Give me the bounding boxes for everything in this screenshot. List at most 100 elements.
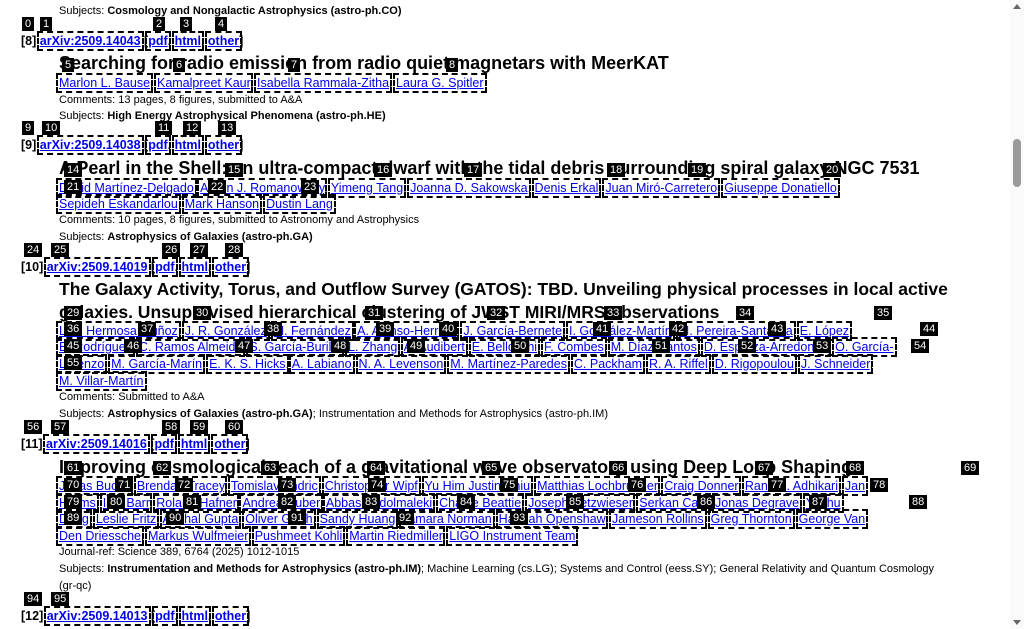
mark-tag: 27 <box>190 243 209 257</box>
author-link[interactable]: Isabella Rammala-Zitha <box>254 73 393 93</box>
paper-title: Searching for radio emission from radio … <box>59 53 669 73</box>
author-link[interactable]: D. Rigopoulou <box>711 354 797 374</box>
mark-tag: 29 <box>64 306 83 320</box>
author-link[interactable]: A. Labiano <box>288 354 355 374</box>
author-link[interactable]: Craig Donner <box>661 476 741 496</box>
html-link[interactable]: html <box>178 257 211 277</box>
author-link[interactable]: George Van <box>795 509 869 529</box>
author-link[interactable]: Den Driessche <box>56 526 144 546</box>
author-link[interactable]: Jameson Rollins <box>608 509 707 529</box>
author-link[interactable]: Matthias Lochbrunner <box>534 476 661 496</box>
other-link[interactable]: other <box>204 135 243 155</box>
author-link[interactable]: Giuseppe Donatiello <box>721 178 840 198</box>
other-link[interactable]: other <box>204 31 243 51</box>
author-link[interactable]: Jonas Degrave <box>712 493 803 513</box>
mark-tag: 14 <box>64 163 83 177</box>
author-link[interactable]: Joanna D. Sakowska <box>407 178 531 198</box>
author-link[interactable]: Leslie Fritz <box>92 509 160 529</box>
author-link[interactable]: D. Esparza-Arredondo <box>700 337 832 357</box>
mark-tag: 89 <box>64 511 83 525</box>
arxiv-id-link[interactable]: arXiv:2509.14043 <box>36 31 144 51</box>
author-link[interactable]: Denis Erkal <box>531 178 602 198</box>
author-link[interactable]: Jan <box>841 476 869 496</box>
author-link[interactable]: Aaron J. Romanowsky <box>197 178 328 198</box>
author-link[interactable]: E. K. S. Hicks <box>206 354 289 374</box>
author-link[interactable]: Tamara Norman <box>399 509 495 529</box>
html-link[interactable]: html <box>171 31 205 51</box>
author-link[interactable]: Greg Thornton <box>707 509 795 529</box>
html-link[interactable]: html <box>178 606 211 626</box>
author-link[interactable]: Charlie Beattie <box>436 493 525 513</box>
author-link[interactable]: L. Zhang <box>345 337 401 357</box>
pdf-link[interactable]: pdf <box>145 31 171 51</box>
author-link[interactable]: M. Pereira-Santaella <box>675 321 796 341</box>
author-link[interactable]: F. Combes <box>541 337 607 357</box>
author-link[interactable]: Sepideh Eskandarlou <box>56 194 181 214</box>
pdf-link[interactable]: pdf <box>152 606 178 626</box>
other-link[interactable]: other <box>211 606 250 626</box>
author-link[interactable]: LIGO Instrument Team <box>446 526 579 546</box>
author-link[interactable]: Martin Riedmiller <box>346 526 446 546</box>
author-link[interactable]: Markus Wulfmeier <box>144 526 251 546</box>
author-link[interactable]: Serkan Cabi <box>636 493 712 513</box>
pdf-link[interactable]: pdf <box>145 135 171 155</box>
html-link[interactable]: html <box>171 135 205 155</box>
entry-index: [12] <box>21 609 44 623</box>
author-link[interactable]: Kamalpreet Kaur <box>153 73 254 93</box>
scroll-up-icon[interactable] <box>1013 4 1021 9</box>
entry-index: [8] <box>21 34 37 48</box>
mark-tag: 93 <box>510 511 529 525</box>
author-link[interactable]: I. González-Martín <box>566 321 675 341</box>
mark-tag: 28 <box>225 243 244 257</box>
arxiv-id-link[interactable]: arXiv:2509.14019 <box>43 257 151 277</box>
arxiv-id-link[interactable]: arXiv:2509.14038 <box>36 135 144 155</box>
pdf-link[interactable]: pdf <box>151 434 177 454</box>
author-link[interactable]: Sandy Huang <box>316 509 399 529</box>
author-link[interactable]: M. Villar-Martín <box>56 371 147 391</box>
author-link[interactable]: Juan Miró-Carretero <box>602 178 721 198</box>
author-link[interactable]: E. López <box>796 321 853 341</box>
author-link[interactable]: Pushmeet Kohli <box>251 526 346 546</box>
authors-list: Marlon L. Bause, Kamalpreet Kaur, Isabel… <box>55 73 487 93</box>
mark-tag: 54 <box>911 339 930 353</box>
author-link[interactable]: N. A. Levenson <box>355 354 447 374</box>
mark-tag: 7 <box>288 58 301 72</box>
mark-tag: 8 <box>446 58 459 72</box>
scroll-down-icon[interactable] <box>1013 620 1021 625</box>
paper-title: The Galaxy Activity, Torus, and Outflow … <box>59 279 948 299</box>
author-link[interactable]: S. García-Burillo <box>246 337 345 357</box>
author-link[interactable]: J. García-Bernete <box>460 321 566 341</box>
author-link[interactable]: M. Martínez-Paredes <box>447 354 570 374</box>
author-link[interactable]: O. García- <box>832 337 897 357</box>
author-link[interactable]: J. Schneider <box>797 354 873 374</box>
other-link[interactable]: other <box>211 257 250 277</box>
author-link[interactable]: Laura G. Spitler <box>393 73 487 93</box>
mark-tag: 18 <box>607 163 626 177</box>
mark-tag: 0 <box>22 17 35 31</box>
author-link[interactable]: Dustin Lang <box>263 194 336 214</box>
arxiv-id-link[interactable]: arXiv:2509.14016 <box>43 434 150 454</box>
author-link[interactable]: M. García-Marín <box>108 354 206 374</box>
author-link[interactable]: R. A. Riffel <box>645 354 711 374</box>
author-link[interactable]: Rana X. Adhikari <box>741 476 841 496</box>
other-link[interactable]: other <box>211 434 249 454</box>
author-link[interactable]: Mark Hanson <box>181 194 263 214</box>
author-link[interactable]: C. Packham <box>570 354 646 374</box>
comments-line: Comments: Submitted to A&A <box>59 391 205 403</box>
arxiv-id-link[interactable]: arXiv:2509.14013 <box>43 606 151 626</box>
html-link[interactable]: html <box>177 434 211 454</box>
author-link[interactable]: M. Fernández <box>270 321 354 341</box>
author-link[interactable]: C. Ramos Almeida <box>135 337 246 357</box>
pdf-link[interactable]: pdf <box>152 257 178 277</box>
mark-tag: 74 <box>368 478 387 492</box>
scrollbar-thumb[interactable] <box>1013 139 1021 187</box>
mark-tag: 44 <box>920 322 939 336</box>
author-link[interactable]: Marlon L. Bause <box>55 73 154 93</box>
vertical-scrollbar[interactable] <box>1010 0 1024 629</box>
author-link[interactable]: Tomislav Andric <box>227 476 321 496</box>
mark-tag: 12 <box>183 121 202 135</box>
mark-tag: 6 <box>173 58 186 72</box>
author-link[interactable]: Yimeng Tang <box>327 178 407 198</box>
author-link[interactable]: J. R. González <box>181 321 270 341</box>
author-link[interactable]: David Martínez-Delgado <box>56 178 197 198</box>
